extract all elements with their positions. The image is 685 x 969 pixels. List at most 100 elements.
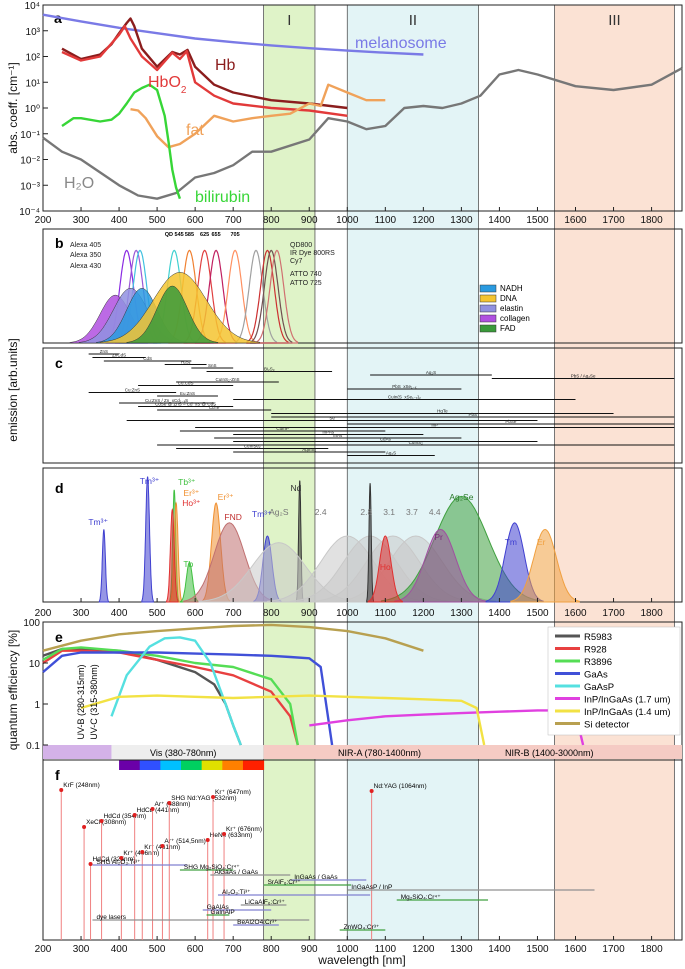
x-tick-label: 300 bbox=[73, 608, 90, 619]
x-tick-label: 900 bbox=[301, 944, 318, 955]
panel-bcd-ylabel: emission [arb.units] bbox=[6, 338, 20, 441]
emission-peak bbox=[366, 483, 375, 603]
dye-label-alexa430: Alexa 430 bbox=[70, 263, 101, 270]
panel-b-curves bbox=[69, 249, 299, 344]
qe-curve bbox=[42, 649, 299, 746]
emission-peak bbox=[367, 535, 403, 603]
curve-hbo2 bbox=[61, 25, 348, 117]
range-label: CdTe bbox=[209, 405, 220, 410]
tunable-label: SHG Mg₂SiO₄:Cr⁴⁺ bbox=[184, 864, 240, 871]
legend-label: GaAsP bbox=[584, 682, 614, 693]
x-tick-label: 1400 bbox=[488, 215, 511, 226]
visible-spectrum-strip bbox=[181, 760, 203, 770]
range-label: CuInS₂-ZnS bbox=[215, 377, 239, 382]
peak-label: Tm bbox=[505, 537, 517, 547]
range-label: CuInSe₂ bbox=[244, 444, 261, 449]
laser-marker bbox=[222, 832, 227, 836]
range-label: CdSe @ ZnS – Cd_xS @ CdS bbox=[155, 402, 216, 407]
x-tick-label: 1600 bbox=[564, 608, 587, 619]
laser-marker bbox=[99, 819, 104, 823]
visible-spectrum-strip bbox=[119, 760, 141, 770]
x-tick-label: 800 bbox=[263, 608, 280, 619]
legend-label: R5983 bbox=[584, 632, 612, 643]
x-tick-label: 1000 bbox=[336, 608, 359, 619]
x-tick-label: 200 bbox=[35, 944, 52, 955]
legend-label: DNA bbox=[500, 294, 518, 303]
legend-label: InP/InGaAs (1.4 um) bbox=[584, 707, 671, 718]
dye-label-alexa350: Alexa 350 bbox=[70, 252, 101, 259]
panel-b: b Alexa 405 Alexa 350 Alexa 430 QD800 IR… bbox=[42, 228, 683, 344]
window-label: II bbox=[409, 12, 417, 29]
x-tick-label: 400 bbox=[111, 215, 128, 226]
panel-e-letter: e bbox=[55, 629, 63, 645]
band-vis: Vis (380-780nm) bbox=[150, 748, 216, 758]
laser-label: Nd:YAG (1064nm) bbox=[374, 783, 427, 790]
x-tick-label: 500 bbox=[149, 944, 166, 955]
peak-label: 2.4 bbox=[315, 507, 327, 517]
range-label: SnS bbox=[208, 363, 217, 368]
panel-d-letter: d bbox=[55, 480, 64, 496]
panel-a-xticks: 200 300 400 500 600 700 800 900 1000 1100 1200 1300… bbox=[35, 207, 663, 226]
panel-f-letter: f bbox=[55, 767, 60, 783]
x-tick-label: 1300 bbox=[450, 608, 473, 619]
peak-label: Tm³⁺ bbox=[88, 517, 108, 527]
dye-label-atto740: ATTO 740 bbox=[290, 271, 322, 278]
range-label: Ag₂S bbox=[386, 451, 396, 456]
qd-label: 655 bbox=[211, 232, 220, 238]
vis-band bbox=[111, 745, 264, 759]
panel-c-frame bbox=[42, 347, 683, 464]
x-tick-label: 1800 bbox=[640, 215, 663, 226]
tunable-label: InGaAsP / InP bbox=[351, 884, 392, 891]
tunable-label: AlGaAs / GaAs bbox=[214, 869, 258, 876]
x-tick-label: 500 bbox=[149, 215, 166, 226]
laser-marker bbox=[119, 856, 124, 860]
dye-emission-curve bbox=[255, 249, 299, 344]
range-label: Cu:ZnS bbox=[125, 388, 140, 393]
y-tick-label: 1 bbox=[34, 700, 40, 711]
dye-label-cy7: Cy7 bbox=[290, 258, 303, 265]
x-tick-label: 1000 bbox=[336, 944, 359, 955]
peak-label: FND bbox=[224, 512, 241, 522]
window-label: III bbox=[608, 12, 621, 29]
dye-emission-curve bbox=[234, 249, 278, 344]
legend-swatch bbox=[479, 324, 497, 333]
qe-curve bbox=[80, 694, 486, 746]
qe-curve bbox=[42, 651, 334, 746]
y-tick-label: 10¹ bbox=[26, 78, 41, 89]
range-label: PbS bbox=[469, 412, 478, 417]
tunable-label: GaInAlP bbox=[211, 909, 235, 916]
range-label: Bi₂S₃ bbox=[264, 367, 275, 372]
curve-fat bbox=[130, 83, 386, 149]
panel-f-frame bbox=[42, 759, 683, 941]
range-label: CuInS₂ bbox=[409, 440, 424, 445]
peak-label: Ho³⁺ bbox=[182, 498, 200, 508]
window-2 bbox=[347, 5, 479, 940]
x-tick-label: 1500 bbox=[526, 215, 549, 226]
dye-label-alexa405: Alexa 405 bbox=[70, 242, 101, 249]
x-tick-label: 1400 bbox=[488, 608, 511, 619]
peak-label: Er bbox=[537, 537, 546, 547]
qd-label: QD 545 bbox=[165, 232, 184, 238]
x-tick-label: 1100 bbox=[375, 944, 397, 955]
range-label: Se bbox=[329, 416, 335, 421]
x-tick-label: 1700 bbox=[602, 215, 625, 226]
qe-curve bbox=[110, 636, 242, 746]
x-tick-label: 900 bbox=[301, 215, 318, 226]
x-tick-label: 700 bbox=[225, 608, 242, 619]
visible-spectrum-strip bbox=[139, 760, 161, 770]
laser-marker bbox=[205, 838, 210, 842]
laser-label: HdCd (354nm) bbox=[104, 813, 147, 820]
legend-label: InP/InGaAs (1.7 um) bbox=[584, 695, 671, 706]
x-tick-label: 500 bbox=[149, 608, 166, 619]
legend-label: Si detector bbox=[584, 720, 629, 731]
tunable-label: LiCaAlF₆:Cr³⁺ bbox=[245, 899, 285, 906]
emission-peak bbox=[98, 529, 109, 603]
y-tick-label: 10³ bbox=[26, 27, 41, 38]
legend-swatch bbox=[479, 314, 497, 323]
emission-fad bbox=[126, 285, 219, 344]
range-label: Ag₂S bbox=[426, 370, 436, 375]
x-tick-label: 800 bbox=[263, 944, 280, 955]
y-tick-label: 10⁴ bbox=[25, 1, 40, 12]
